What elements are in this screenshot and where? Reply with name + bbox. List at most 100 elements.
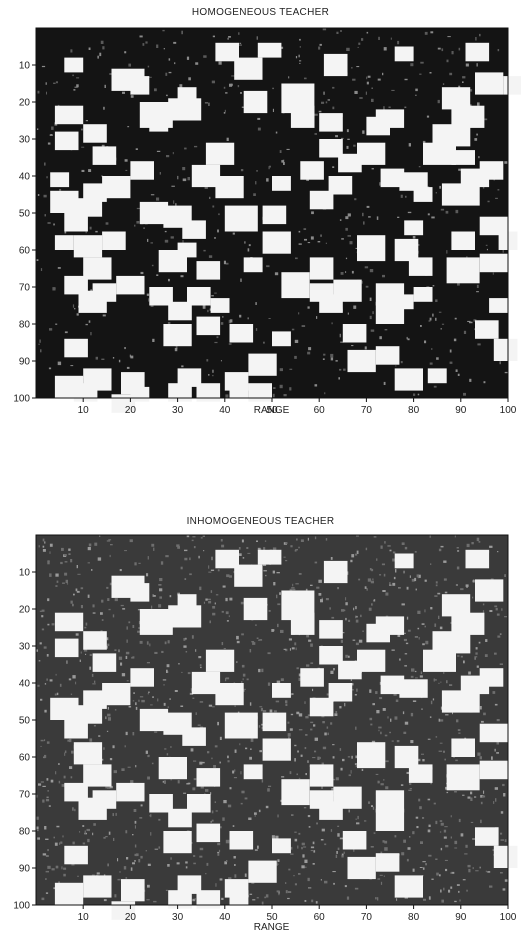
noise-speck <box>404 106 407 108</box>
noise-speck <box>107 713 111 717</box>
noise-speck <box>57 361 62 366</box>
noise-speck <box>410 740 414 744</box>
noise-speck <box>409 836 411 838</box>
noise-speck <box>40 698 43 701</box>
noise-speck <box>400 784 404 786</box>
noise-speck <box>46 91 47 95</box>
noise-speck <box>346 896 350 900</box>
noise-speck <box>40 349 42 353</box>
noise-speck <box>356 550 359 554</box>
noise-speck <box>276 594 278 599</box>
noise-speck <box>447 36 451 38</box>
noise-speck <box>384 329 388 331</box>
noise-speck <box>494 748 496 752</box>
heatmap-patch <box>333 786 362 809</box>
noise-speck <box>332 778 336 781</box>
noise-speck <box>126 639 128 643</box>
heatmap-patch <box>262 738 291 761</box>
noise-speck <box>187 177 190 181</box>
noise-speck <box>318 579 322 583</box>
heatmap-patch <box>423 649 456 672</box>
noise-speck <box>494 703 498 706</box>
heatmap-homogeneous: 10 20 30 40 50 60 70 80 90 1001020304050607080901… <box>13 27 521 416</box>
noise-speck <box>162 679 167 681</box>
noise-speck <box>485 244 488 246</box>
noise-speck <box>404 78 408 81</box>
heatmap-patch <box>229 383 249 398</box>
heatmap-patch <box>149 116 169 132</box>
noise-speck <box>134 825 136 829</box>
noise-speck <box>149 643 151 647</box>
noise-speck <box>435 820 438 825</box>
noise-speck <box>364 346 367 350</box>
noise-speck <box>118 656 123 660</box>
noise-speck <box>189 692 194 695</box>
noise-speck <box>496 741 499 745</box>
noise-speck <box>480 795 484 798</box>
noise-speck <box>163 684 165 686</box>
noise-speck <box>333 668 335 671</box>
noise-speck <box>247 248 250 252</box>
x-tick-label: 80 <box>408 405 420 416</box>
noise-speck <box>246 678 249 681</box>
noise-speck <box>169 595 172 598</box>
y-tick-label: 40 <box>19 172 31 183</box>
noise-speck <box>181 30 183 35</box>
noise-speck <box>322 721 325 724</box>
noise-speck <box>53 82 56 84</box>
noise-speck <box>361 280 363 284</box>
noise-speck <box>382 72 384 76</box>
noise-speck <box>443 836 447 839</box>
heatmap-patch <box>149 287 173 306</box>
noise-speck <box>145 750 148 754</box>
noise-speck <box>220 322 224 325</box>
noise-speck <box>500 872 503 874</box>
heatmap-patch <box>408 764 433 783</box>
noise-speck <box>347 312 349 315</box>
noise-speck <box>253 193 256 196</box>
noise-speck <box>424 625 426 628</box>
y-tick-label: 60 <box>19 246 31 257</box>
noise-speck <box>425 640 429 645</box>
noise-speck <box>276 890 280 893</box>
x-tick-label: 100 <box>500 912 517 923</box>
x-tick-label: 70 <box>361 405 373 416</box>
noise-speck <box>449 361 453 364</box>
noise-speck <box>409 783 412 785</box>
noise-speck <box>337 847 340 850</box>
noise-speck <box>171 185 175 187</box>
noise-speck <box>231 75 235 77</box>
noise-speck <box>354 763 358 765</box>
noise-speck <box>426 115 430 118</box>
heatmap-patch <box>64 213 88 232</box>
noise-speck <box>241 790 245 794</box>
noise-speck <box>484 118 488 121</box>
noise-speck <box>469 104 472 107</box>
noise-speck <box>350 679 352 681</box>
noise-speck <box>70 693 73 695</box>
noise-speck <box>183 638 186 641</box>
noise-speck <box>504 616 507 618</box>
noise-speck <box>70 600 73 604</box>
noise-speck <box>304 238 307 241</box>
noise-speck <box>397 40 400 45</box>
noise-speck <box>223 86 226 89</box>
noise-speck <box>147 755 150 758</box>
noise-speck <box>357 46 359 48</box>
noise-speck <box>203 601 205 604</box>
noise-speck <box>68 548 71 551</box>
heatmap-patch <box>323 53 348 77</box>
noise-speck <box>198 555 200 559</box>
noise-speck <box>177 780 180 784</box>
noise-speck <box>387 545 391 547</box>
noise-speck <box>37 837 40 840</box>
noise-speck <box>69 766 73 769</box>
noise-speck <box>339 837 344 840</box>
noise-speck <box>419 675 423 678</box>
noise-speck <box>267 682 271 686</box>
noise-speck <box>193 760 197 762</box>
noise-speck <box>370 723 373 726</box>
noise-speck <box>379 697 383 700</box>
noise-speck <box>55 771 57 775</box>
y-tick-label: 10 <box>19 568 31 579</box>
